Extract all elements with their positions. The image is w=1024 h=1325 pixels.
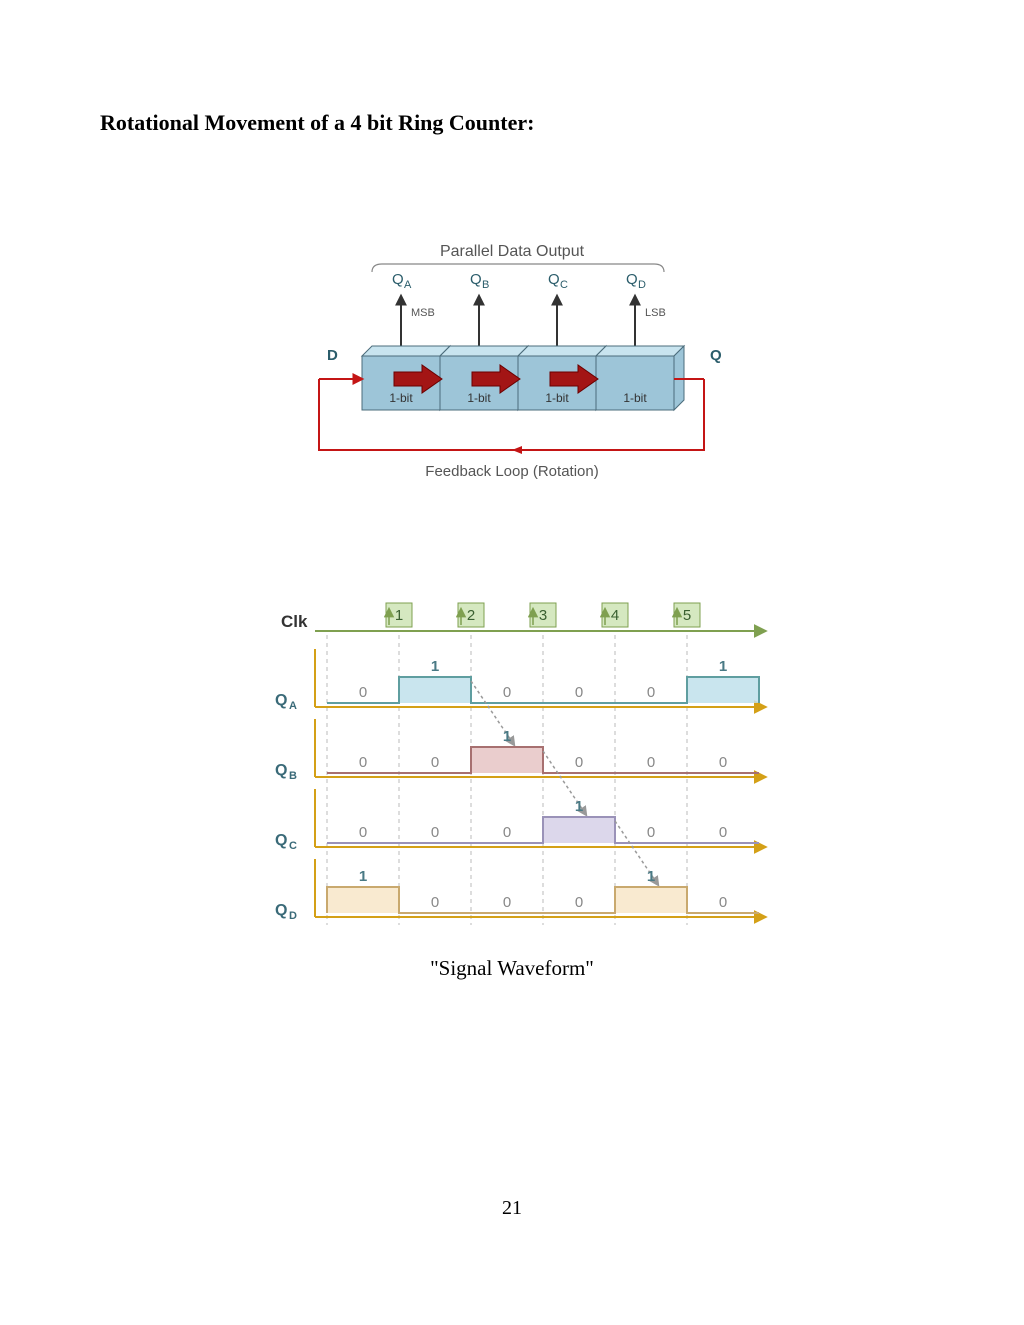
svg-text:2: 2 — [467, 607, 475, 624]
svg-text:1: 1 — [503, 728, 511, 745]
svg-text:0: 0 — [575, 754, 583, 771]
svg-text:1-bit: 1-bit — [623, 391, 647, 405]
svg-text:Q: Q — [548, 271, 560, 288]
svg-text:Q: Q — [275, 692, 287, 709]
svg-text:0: 0 — [647, 684, 655, 701]
svg-text:0: 0 — [503, 684, 511, 701]
svg-text:0: 0 — [359, 754, 367, 771]
svg-text:0: 0 — [719, 894, 727, 911]
svg-text:Q: Q — [275, 902, 287, 919]
svg-text:0: 0 — [575, 684, 583, 701]
svg-text:Q: Q — [275, 762, 287, 779]
svg-text:A: A — [289, 700, 297, 712]
page-heading: Rotational Movement of a 4 bit Ring Coun… — [100, 110, 924, 136]
svg-text:0: 0 — [359, 824, 367, 841]
svg-text:1: 1 — [575, 798, 583, 815]
svg-text:1: 1 — [719, 658, 727, 675]
svg-text:MSB: MSB — [411, 307, 435, 319]
svg-text:Q: Q — [710, 347, 722, 364]
svg-text:Q: Q — [626, 271, 638, 288]
svg-text:Q: Q — [470, 271, 482, 288]
svg-text:0: 0 — [431, 894, 439, 911]
svg-text:0: 0 — [359, 684, 367, 701]
svg-text:5: 5 — [683, 607, 691, 624]
svg-text:D: D — [638, 279, 646, 291]
page-number: 21 — [0, 1197, 1024, 1220]
svg-text:0: 0 — [719, 754, 727, 771]
svg-text:Feedback Loop (Rotation): Feedback Loop (Rotation) — [425, 463, 598, 480]
svg-text:B: B — [482, 279, 489, 291]
svg-text:1-bit: 1-bit — [467, 391, 491, 405]
svg-text:1-bit: 1-bit — [545, 391, 569, 405]
svg-text:1-bit: 1-bit — [389, 391, 413, 405]
svg-text:0: 0 — [431, 824, 439, 841]
svg-text:4: 4 — [611, 607, 619, 624]
svg-text:0: 0 — [503, 824, 511, 841]
svg-text:Q: Q — [275, 832, 287, 849]
svg-text:D: D — [289, 910, 297, 922]
svg-text:Clk: Clk — [281, 612, 308, 631]
svg-text:B: B — [289, 770, 297, 782]
svg-text:LSB: LSB — [645, 307, 666, 319]
svg-text:C: C — [560, 279, 568, 291]
svg-text:Q: Q — [392, 271, 404, 288]
waveform-caption: "Signal Waveform" — [100, 956, 924, 981]
svg-text:C: C — [289, 840, 297, 852]
svg-text:1: 1 — [359, 868, 367, 885]
svg-text:Parallel Data Output: Parallel Data Output — [440, 243, 585, 260]
svg-text:0: 0 — [503, 894, 511, 911]
svg-text:0: 0 — [575, 894, 583, 911]
svg-text:D: D — [327, 347, 338, 364]
svg-text:0: 0 — [647, 754, 655, 771]
svg-text:1: 1 — [647, 868, 655, 885]
ring-counter-diagram: Parallel Data OutputQAQBQCQDMSBLSB1-bit1… — [100, 236, 924, 501]
waveform-diagram: Clk12345QA010001QB001000QC000100QD100010… — [100, 581, 924, 981]
svg-text:1: 1 — [431, 658, 439, 675]
svg-text:0: 0 — [647, 824, 655, 841]
svg-text:1: 1 — [395, 607, 403, 624]
svg-text:0: 0 — [431, 754, 439, 771]
svg-text:3: 3 — [539, 607, 547, 624]
svg-text:0: 0 — [719, 824, 727, 841]
svg-text:A: A — [404, 279, 412, 291]
